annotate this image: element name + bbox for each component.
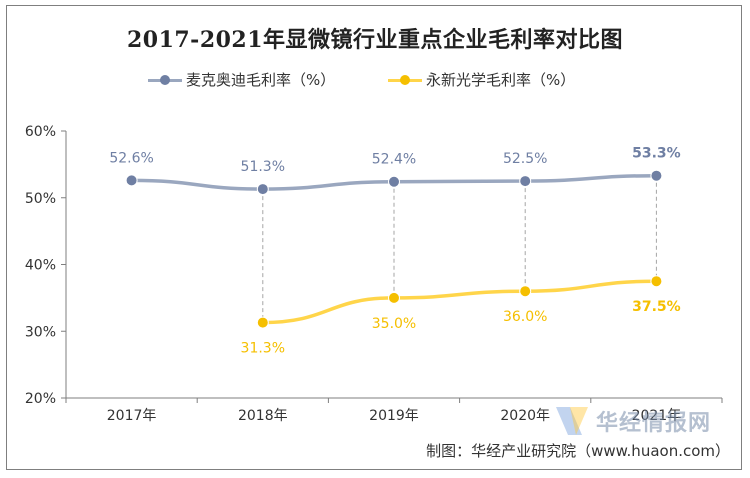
series-line-2	[261, 279, 659, 325]
series-1-data-label: 52.4%	[372, 152, 416, 168]
series-1-data-label: 51.3%	[241, 159, 285, 175]
watermark: 华经情报网	[552, 403, 742, 439]
x-tick-label: 2018年	[238, 408, 288, 424]
series-1-point	[256, 183, 269, 196]
series-2-data-label: 37.5%	[632, 299, 681, 315]
series-1-point	[519, 175, 532, 188]
series-2-data-label: 31.3%	[241, 341, 285, 357]
x-tick-label: 2020年	[500, 408, 550, 424]
series-2-point	[519, 285, 532, 298]
series-2-data-label: 36.0%	[503, 309, 547, 325]
chart-title: 2017-2021年显微镜行业重点企业毛利率对比图	[126, 27, 624, 53]
chart-frame	[6, 5, 742, 470]
y-tick-label: 40%	[25, 258, 56, 274]
y-tick-label: 20%	[25, 391, 56, 407]
y-tick-label: 30%	[25, 324, 56, 340]
legend-marker-series-1	[160, 75, 170, 85]
legend-item-series-2: 永新光学毛利率（%）	[388, 70, 618, 90]
legend-item-series-1: 麦克奥迪毛利率（%）	[148, 70, 378, 90]
series-2-point	[650, 275, 663, 288]
x-tick-label: 2017年	[107, 408, 157, 424]
series-2-data-label: 35.0%	[372, 316, 416, 332]
series-1-data-label: 52.5%	[503, 151, 547, 167]
y-tick-label: 60%	[25, 124, 56, 140]
legend-marker-series-2	[400, 75, 410, 85]
y-tick-label: 50%	[25, 191, 56, 207]
series-1-point	[650, 169, 663, 182]
x-tick-label: 2021年	[632, 408, 682, 424]
source-note: 制图：华经产业研究院（www.huaon.com）	[426, 442, 730, 460]
watermark-text: 华经情报网	[596, 411, 712, 436]
series-1-point	[125, 174, 138, 187]
series-2-point	[256, 316, 269, 329]
series-1-data-label: 53.3%	[632, 146, 681, 162]
legend-label-series-2: 永新光学毛利率（%）	[426, 71, 576, 89]
series-2-point	[388, 291, 400, 304]
series-1-point	[388, 175, 400, 188]
watermark-logo-icon	[556, 407, 588, 435]
x-tick-label: 2019年	[369, 408, 419, 424]
legend-label-series-1: 麦克奥迪毛利率（%）	[186, 71, 336, 89]
series-1-data-label: 52.6%	[109, 150, 153, 166]
legend: 麦克奥迪毛利率（%） 永新光学毛利率（%）	[0, 70, 750, 90]
